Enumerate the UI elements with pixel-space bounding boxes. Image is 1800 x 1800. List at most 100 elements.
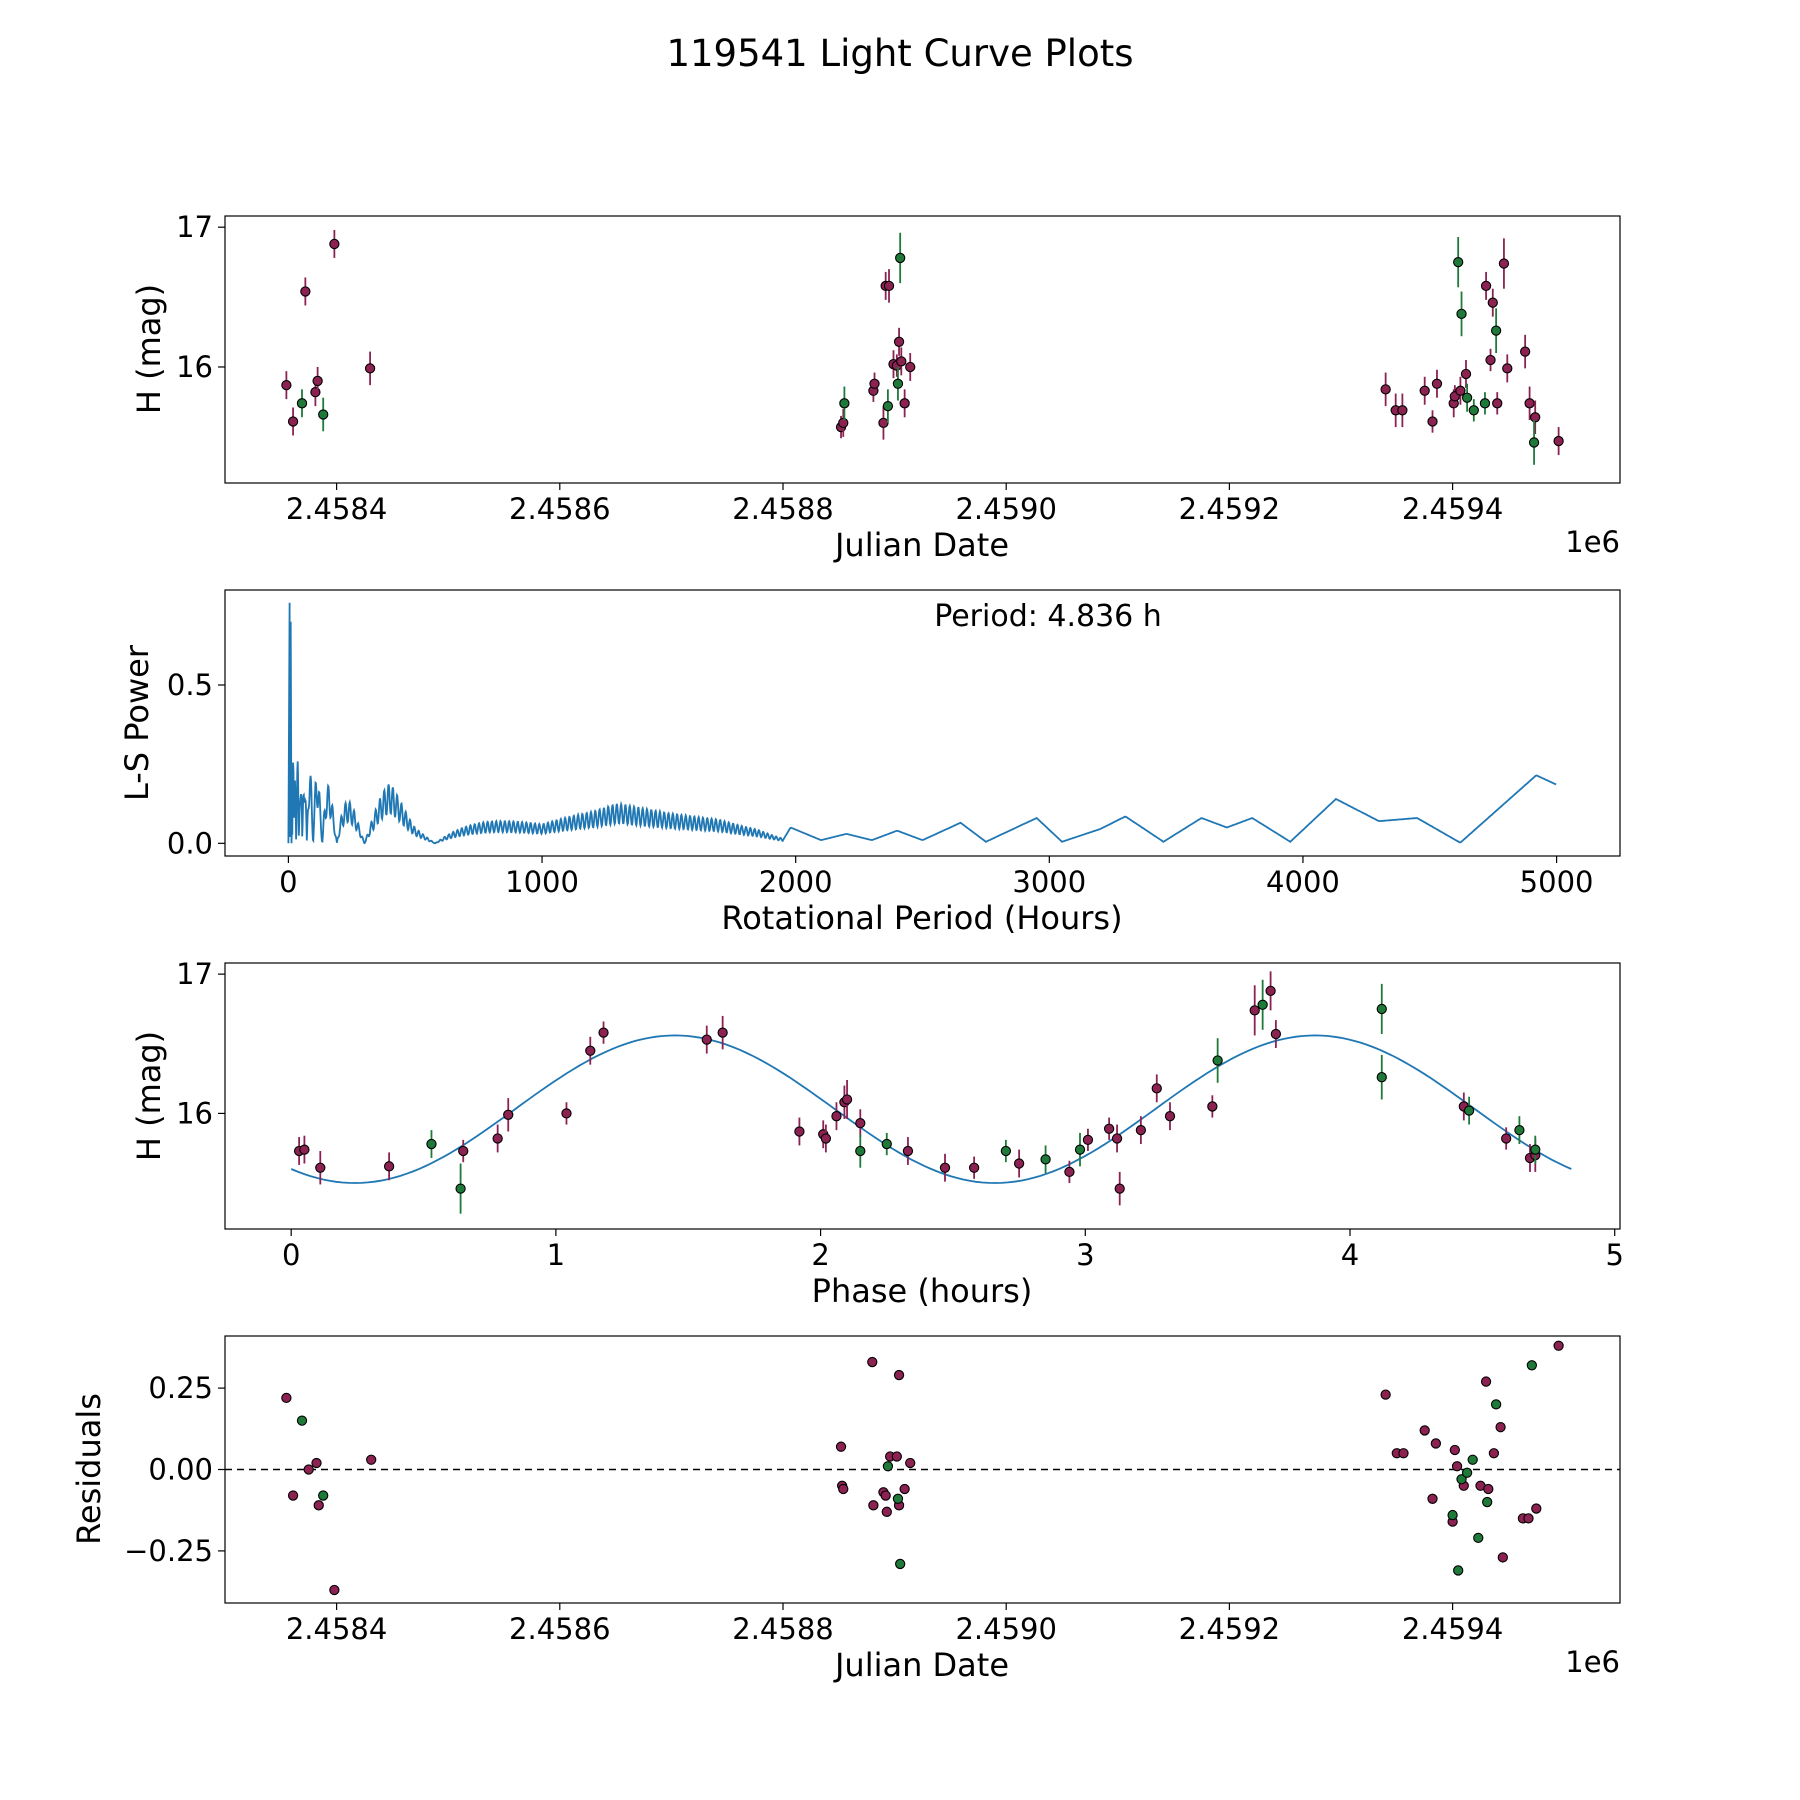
phased-x-tick-label: 2 xyxy=(811,1238,829,1272)
periodogram-plot-area xyxy=(287,602,1557,845)
phased-frame xyxy=(224,962,1621,1230)
residuals-x-offset: 1e6 xyxy=(1565,1645,1620,1679)
observations-point-r xyxy=(1460,368,1472,380)
observations-point-r xyxy=(312,375,323,387)
observations-point-r xyxy=(1502,363,1513,374)
residuals-point-r xyxy=(881,1506,892,1517)
periodogram-y-ticks: 0.0 0.5 xyxy=(167,668,225,860)
observations-point-g xyxy=(1453,256,1464,268)
phased-point-r xyxy=(831,1111,842,1122)
figure-title: 119541 Light Curve Plots xyxy=(666,32,1133,75)
observations-frame xyxy=(224,215,1621,484)
observations-point-r xyxy=(1427,416,1438,427)
residuals-panel: 2.4584 2.4586 2.4588 2.4590 2.4592 2.4594 0.2… xyxy=(70,1335,1621,1684)
periodogram-x-tick-label: 5000 xyxy=(1520,865,1594,899)
periodogram-x-ticks: 0 1000 2000 3000 4000 5000 xyxy=(279,856,1593,899)
phased-model-curve xyxy=(290,1034,1572,1184)
phased-x-tick-label: 4 xyxy=(1341,1238,1359,1272)
observations-point-r xyxy=(1492,398,1503,409)
phased-point-r xyxy=(299,1144,310,1155)
phased-point-g xyxy=(1040,1154,1051,1165)
observations-point-r xyxy=(310,386,321,398)
residuals-point-r xyxy=(868,1500,879,1511)
phased-point-r xyxy=(492,1133,503,1144)
observations-x-tick-label: 2.4590 xyxy=(955,492,1056,526)
phased-y-tick-label: 16 xyxy=(176,1096,213,1130)
observations-point-g xyxy=(1490,325,1502,336)
observations-point-r xyxy=(1380,384,1391,395)
residuals-point-r xyxy=(1523,1513,1534,1524)
residuals-x-tick-label: 2.4592 xyxy=(1179,1612,1280,1646)
observations-point-r xyxy=(1455,385,1466,396)
residuals-point-r xyxy=(1531,1503,1542,1514)
periodogram-x-tick-label: 4000 xyxy=(1266,865,1340,899)
residuals-point-r xyxy=(838,1483,849,1495)
phased-point-r xyxy=(315,1162,326,1173)
periodogram-x-label: Rotational Period (Hours) xyxy=(721,899,1122,937)
periodogram-y-label: L-S Power xyxy=(118,644,156,801)
observations-point-r xyxy=(1487,297,1498,308)
residuals-point-g xyxy=(296,1415,308,1426)
phased-point-g xyxy=(1212,1055,1223,1066)
phased-point-r xyxy=(841,1094,853,1105)
observations-x-label: Julian Date xyxy=(833,526,1009,564)
residuals-y-tick-label: 0.00 xyxy=(148,1453,213,1487)
phased-x-label: Phase (hours) xyxy=(812,1272,1033,1310)
periodogram-y-tick-label: 0.0 xyxy=(167,826,213,860)
observations-panel: 2.4584 2.4586 2.4588 2.4590 2.4592 2.4594 161… xyxy=(130,210,1621,564)
observations-point-g xyxy=(892,378,904,389)
phased-x-tick-label: 3 xyxy=(1076,1238,1094,1272)
phased-point-r xyxy=(561,1108,572,1119)
observations-point-r xyxy=(1498,258,1510,269)
residuals-y-label: Residuals xyxy=(70,1393,108,1545)
residuals-point-r xyxy=(281,1392,292,1404)
periodogram-x-tick-label: 3000 xyxy=(1012,865,1086,899)
periodogram-y-tick-label: 0.5 xyxy=(167,668,213,702)
residuals-y-tick-label: 0.25 xyxy=(148,1371,213,1405)
residuals-point-r xyxy=(880,1490,891,1501)
observations-y-label: H (mag) xyxy=(130,284,168,414)
phased-point-r xyxy=(458,1145,469,1157)
observations-x-tick-label: 2.4584 xyxy=(286,492,387,526)
residuals-x-tick-label: 2.4584 xyxy=(286,1612,387,1646)
phased-x-tick-label: 0 xyxy=(282,1238,300,1272)
observations-point-r xyxy=(1431,378,1443,389)
residuals-point-r xyxy=(311,1457,322,1469)
phased-point-g xyxy=(881,1138,892,1150)
phased-point-r xyxy=(585,1045,596,1056)
residuals-point-r xyxy=(1449,1444,1460,1456)
observations-point-r xyxy=(905,361,916,373)
phased-point-r xyxy=(503,1109,514,1120)
observations-point-r xyxy=(869,378,880,389)
observations-point-r xyxy=(364,363,376,374)
period-annotation: Period: 4.836 h xyxy=(934,599,1162,634)
observations-point-r xyxy=(287,416,299,427)
phased-point-g xyxy=(1463,1105,1475,1116)
phased-point-r xyxy=(1064,1166,1075,1178)
residuals-point-r xyxy=(891,1451,902,1462)
observations-point-r xyxy=(838,417,849,429)
observations-x-ticks: 2.4584 2.4586 2.4588 2.4590 2.4592 2.4594 xyxy=(286,483,1503,526)
residuals-x-tick-label: 2.4588 xyxy=(732,1612,833,1646)
phased-point-r xyxy=(1265,985,1276,997)
phased-point-r xyxy=(1103,1123,1115,1134)
observations-point-r xyxy=(883,280,895,292)
phased-point-g xyxy=(1257,999,1268,1010)
observations-x-tick-label: 2.4594 xyxy=(1402,492,1503,526)
observations-y-tick-label: 16 xyxy=(176,350,213,384)
residuals-point-r xyxy=(313,1500,324,1511)
phased-point-g xyxy=(1376,1072,1387,1083)
residuals-point-r xyxy=(1430,1438,1442,1449)
residuals-point-g xyxy=(1456,1474,1467,1485)
observations-point-g xyxy=(895,252,906,264)
residuals-point-g xyxy=(1461,1467,1473,1478)
residuals-point-g xyxy=(1490,1399,1502,1410)
phased-point-g xyxy=(1074,1144,1086,1155)
phased-point-r xyxy=(1207,1101,1218,1112)
observations-point-r xyxy=(329,238,340,250)
periodogram-x-tick-label: 2000 xyxy=(759,865,833,899)
residuals-x-tick-label: 2.4590 xyxy=(955,1612,1056,1646)
phased-point-g xyxy=(426,1138,437,1150)
